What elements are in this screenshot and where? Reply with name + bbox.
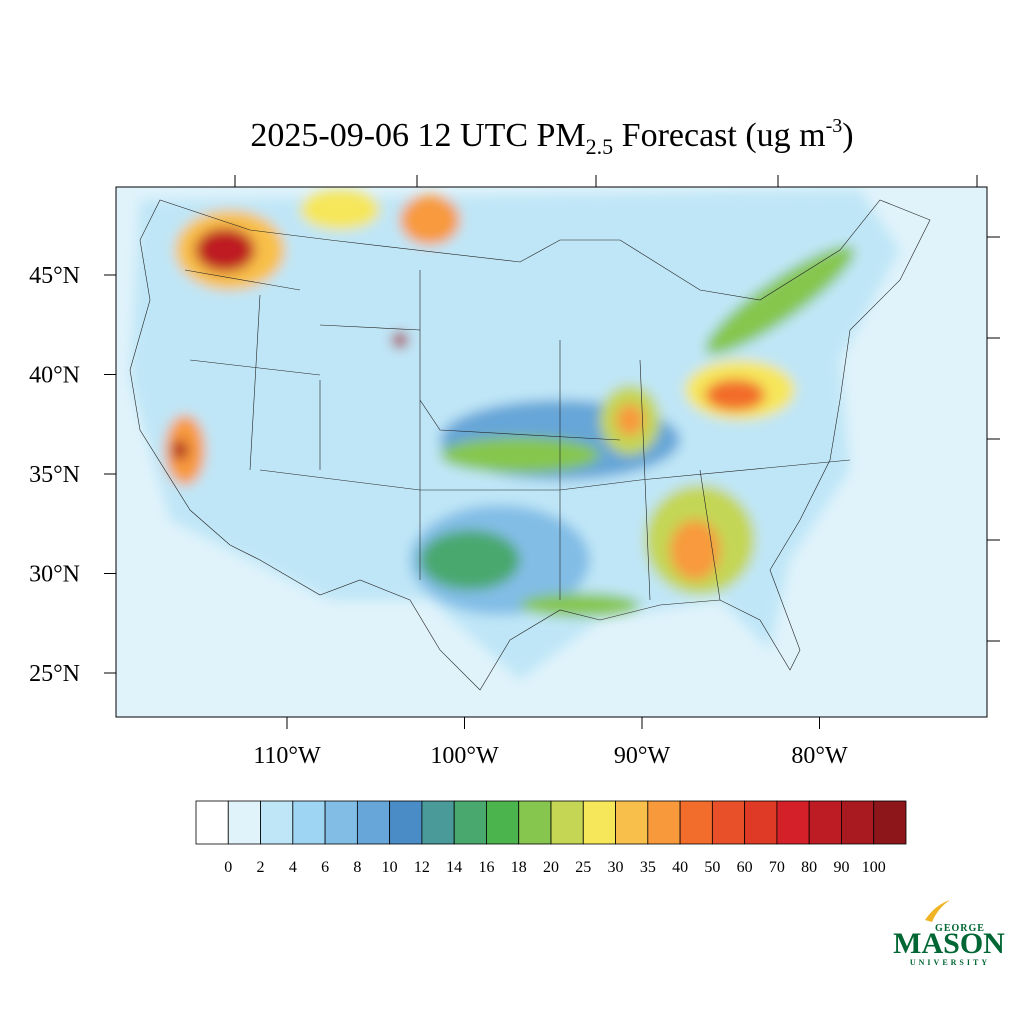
colorbar-label: 2 bbox=[257, 859, 265, 876]
colorbar-label: 100 bbox=[862, 859, 886, 876]
map-frame bbox=[115, 186, 988, 718]
colorbar-label: 0 bbox=[224, 859, 232, 876]
colorbar: 0 2 4 6 8 10 12 14 16 18 20 25 30 35 40 50 60 70 80 90 100 bbox=[195, 800, 907, 876]
title-mid: Forecast (ug m bbox=[613, 117, 825, 154]
logo-top: GEORGE bbox=[935, 923, 985, 934]
colorbar-label: 70 bbox=[769, 859, 785, 876]
colorbar-box bbox=[227, 800, 261, 845]
lon-label: 110°W bbox=[253, 743, 321, 769]
colorbar-label: 50 bbox=[704, 859, 720, 876]
frame-ticks bbox=[234, 175, 1000, 642]
logo: GEORGE MASON UNIVERSITY bbox=[893, 900, 1005, 967]
colorbar-label: 90 bbox=[833, 859, 849, 876]
colorbar-label: 8 bbox=[353, 859, 361, 876]
colorbar-label: 80 bbox=[801, 859, 817, 876]
colorbar-box bbox=[776, 800, 810, 845]
logo-main: MASON bbox=[893, 927, 1005, 960]
colorbar-label: 12 bbox=[414, 859, 430, 876]
title-sub: 2.5 bbox=[586, 134, 614, 159]
colorbar-label: 60 bbox=[737, 859, 753, 876]
colorbar-box bbox=[356, 800, 391, 845]
title-end: ) bbox=[842, 117, 853, 154]
colorbar-box bbox=[615, 800, 649, 845]
colorbar-box bbox=[486, 800, 520, 845]
colorbar-label: 25 bbox=[575, 859, 591, 876]
colorbar-box bbox=[711, 800, 746, 845]
colorbar-box bbox=[518, 800, 552, 845]
colorbar-box bbox=[841, 800, 875, 845]
map-field bbox=[116, 187, 987, 717]
colorbar-label: 40 bbox=[672, 859, 688, 876]
graticule-labels: 110°W 100°W 90°W 80°W 45°N 40°N 35°N 30°N 25°N bbox=[29, 263, 848, 769]
colorbar-box bbox=[292, 800, 326, 845]
colorbar-box bbox=[195, 800, 229, 845]
coastline bbox=[129, 199, 931, 691]
colorbar-box bbox=[324, 800, 358, 845]
title-main: 2025-09-06 12 UTC PM bbox=[250, 117, 585, 154]
colorbar-box bbox=[679, 800, 713, 845]
lat-label: 25°N bbox=[29, 661, 80, 687]
colorbar-label: 14 bbox=[446, 859, 462, 876]
colorbar-label: 16 bbox=[478, 859, 494, 876]
lat-label: 40°N bbox=[29, 363, 80, 389]
map-title: 2025-09-06 12 UTC PM2.5 Forecast (ug m-3… bbox=[250, 115, 853, 159]
colorbar-box bbox=[582, 800, 616, 845]
colorbar-box bbox=[808, 800, 842, 845]
colorbar-label: 35 bbox=[640, 859, 656, 876]
colorbar-box bbox=[647, 800, 681, 845]
title-sup: -3 bbox=[826, 115, 843, 137]
colorbar-label: 18 bbox=[511, 859, 527, 876]
colorbar-label: 4 bbox=[289, 859, 297, 876]
lon-label: 100°W bbox=[430, 743, 499, 769]
colorbar-label: 20 bbox=[543, 859, 559, 876]
colorbar-box bbox=[389, 800, 423, 845]
colorbar-box bbox=[260, 800, 294, 845]
colorbar-box bbox=[453, 800, 487, 845]
colorbar-box bbox=[873, 800, 907, 845]
state-borders bbox=[184, 269, 851, 601]
logo-bottom: UNIVERSITY bbox=[910, 958, 990, 967]
lon-label: 80°W bbox=[791, 743, 848, 769]
lat-label: 35°N bbox=[29, 462, 80, 488]
lat-label: 45°N bbox=[29, 263, 80, 289]
colorbar-label: 6 bbox=[321, 859, 329, 876]
lon-label: 90°W bbox=[614, 743, 671, 769]
colorbar-label: 30 bbox=[608, 859, 624, 876]
lat-label: 30°N bbox=[29, 562, 80, 588]
colorbar-box bbox=[744, 800, 778, 845]
colorbar-label: 10 bbox=[382, 859, 398, 876]
colorbar-box bbox=[550, 800, 584, 845]
colorbar-box bbox=[421, 800, 455, 845]
